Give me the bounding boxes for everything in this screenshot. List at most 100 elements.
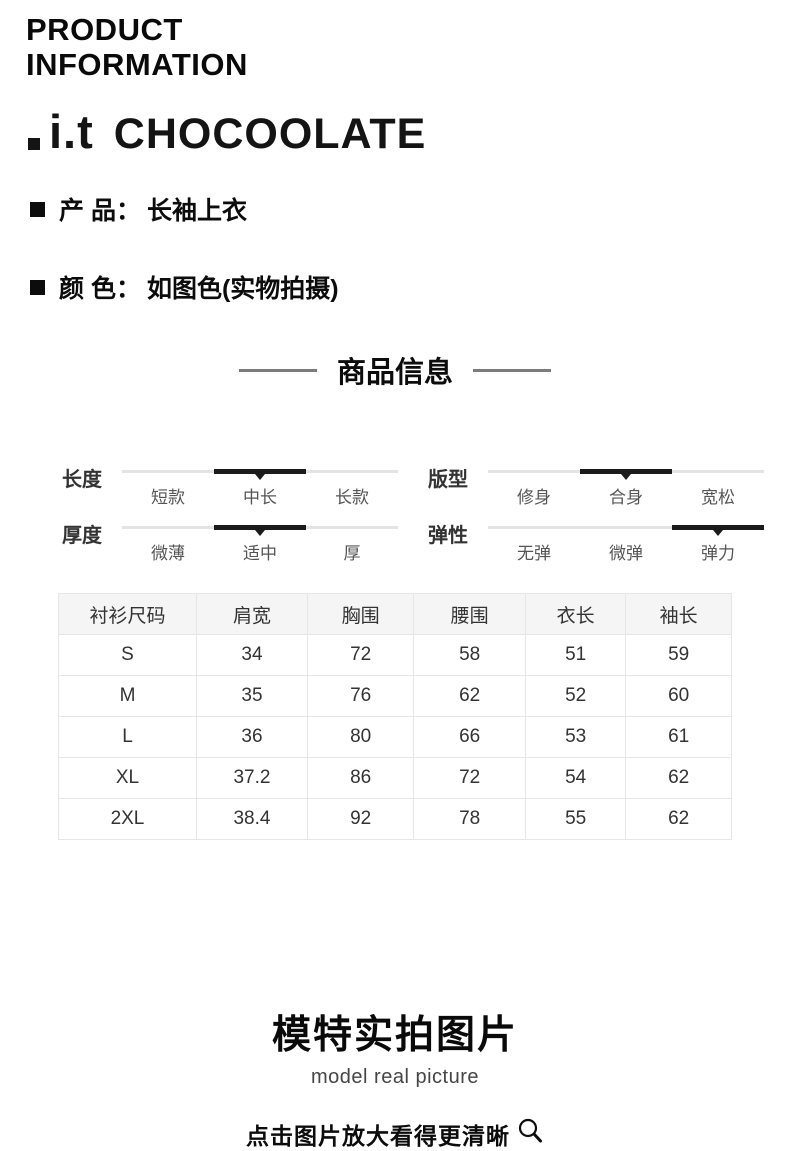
size-cell: 53 xyxy=(525,716,627,758)
slider-body: 无弹 微弹 弹力 xyxy=(488,517,764,567)
slider-selected-marker xyxy=(213,525,306,536)
footer-section: 模特实拍图片 model real picture 点击图片放大看得更清晰 xyxy=(0,1004,790,1151)
footer-hint: 点击图片放大看得更清晰 xyxy=(0,1117,790,1151)
footer-title: 模特实拍图片 xyxy=(271,1014,518,1057)
size-cell: 38.4 xyxy=(195,798,308,840)
table-row: 2XL 38.4 92 78 55 62 xyxy=(58,798,732,840)
product-attributes: 产 品： 长袖上衣 颜 色： 如图色(实物拍摄) xyxy=(30,191,790,305)
size-cell: 52 xyxy=(525,675,627,717)
section-title: 商品信息 xyxy=(336,357,453,389)
slider-track xyxy=(122,469,398,480)
size-cell: 76 xyxy=(306,675,415,717)
size-cell: 86 xyxy=(306,757,415,799)
section-header: 商品信息 xyxy=(0,349,790,391)
table-row: S 34 72 58 51 59 xyxy=(58,634,732,676)
size-table-header: 腰围 xyxy=(413,593,527,635)
attr-value: 如图色(实物拍摄) xyxy=(146,275,339,303)
size-cell: 61 xyxy=(625,716,732,758)
page-title-line1: PRODUCT xyxy=(26,12,183,47)
size-table-header: 胸围 xyxy=(306,593,415,635)
attr-label: 产 品： xyxy=(59,197,141,225)
size-table: 衬衫尺码 肩宽 胸围 腰围 衣长 袖长 S 34 72 58 51 59 M 3… xyxy=(58,593,732,840)
slider-options: 修身 合身 宽松 xyxy=(488,483,764,508)
attribute-sliders: 长度 短款 中长 长款 版型 修身 合身 宽松 厚度 xyxy=(62,461,764,567)
size-cell: 80 xyxy=(306,716,415,758)
footer-subtitle: model real picture xyxy=(311,1066,479,1088)
slider-option: 修身 xyxy=(517,488,551,507)
size-cell: 35 xyxy=(195,675,308,717)
slider-thickness: 厚度 微薄 适中 厚 xyxy=(62,517,398,567)
slider-selected-marker xyxy=(213,469,306,480)
page-title-line2: INFORMATION xyxy=(26,47,248,82)
slider-elasticity: 弹性 无弹 微弹 弹力 xyxy=(428,517,764,567)
size-cell: 72 xyxy=(306,634,415,676)
slider-option: 短款 xyxy=(151,488,185,507)
size-cell: 78 xyxy=(413,798,527,840)
slider-body: 微薄 适中 厚 xyxy=(122,517,398,567)
magnifier-icon xyxy=(518,1118,542,1143)
footer-hint-text: 点击图片放大看得更清晰 xyxy=(246,1123,510,1149)
slider-options: 无弹 微弹 弹力 xyxy=(488,539,764,564)
slider-option: 无弹 xyxy=(517,544,551,563)
size-cell: 54 xyxy=(525,757,627,799)
slider-label: 长度 xyxy=(62,469,102,491)
slider-options: 短款 中长 长款 xyxy=(122,483,398,508)
slider-option: 微薄 xyxy=(151,544,185,563)
size-table-header: 衬衫尺码 xyxy=(58,593,197,635)
brand-name: CHOCOOLATE xyxy=(113,110,427,158)
slider-option: 长款 xyxy=(335,488,369,507)
size-cell: M xyxy=(58,675,197,717)
size-table-header: 肩宽 xyxy=(195,593,308,635)
size-cell: 66 xyxy=(413,716,527,758)
size-table-header: 衣长 xyxy=(525,593,627,635)
size-table-header: 袖长 xyxy=(625,593,732,635)
slider-track xyxy=(122,525,398,536)
slider-length: 长度 短款 中长 长款 xyxy=(62,461,398,511)
slider-fit: 版型 修身 合身 宽松 xyxy=(428,461,764,511)
page-title: PRODUCT INFORMATION xyxy=(26,12,790,82)
size-cell: 62 xyxy=(413,675,527,717)
slider-option: 弹力 xyxy=(701,544,735,563)
size-cell: 72 xyxy=(413,757,527,799)
size-cell: 62 xyxy=(625,798,732,840)
size-cell: 60 xyxy=(625,675,732,717)
bullet-square-icon xyxy=(30,279,45,295)
slider-body: 短款 中长 长款 xyxy=(122,461,398,511)
size-cell: 34 xyxy=(195,634,308,676)
table-row: XL 37.2 86 72 54 62 xyxy=(58,757,732,799)
section-divider-right xyxy=(473,368,551,372)
table-row: L 36 80 66 53 61 xyxy=(58,716,732,758)
attr-label: 颜 色： xyxy=(59,275,141,303)
slider-option: 中长 xyxy=(243,488,277,507)
slider-body: 修身 合身 宽松 xyxy=(488,461,764,511)
product-attr-line: 产 品： 长袖上衣 xyxy=(30,191,790,227)
slider-option: 微弹 xyxy=(609,544,643,563)
slider-option: 厚 xyxy=(343,544,361,563)
size-cell: 55 xyxy=(525,798,627,840)
slider-track xyxy=(488,525,764,536)
slider-option: 宽松 xyxy=(701,488,735,507)
size-table-header-row: 衬衫尺码 肩宽 胸围 腰围 衣长 袖长 xyxy=(58,593,732,635)
size-cell: XL xyxy=(58,757,197,799)
brand-logo: i.t CHOCOOLATE xyxy=(28,104,790,159)
slider-track xyxy=(488,469,764,480)
size-cell: 92 xyxy=(306,798,415,840)
size-cell: 59 xyxy=(625,634,732,676)
slider-option: 合身 xyxy=(609,488,643,507)
slider-option: 适中 xyxy=(243,544,277,563)
product-attr-line: 颜 色： 如图色(实物拍摄) xyxy=(30,269,790,305)
size-cell: S xyxy=(58,634,197,676)
size-cell: 36 xyxy=(195,716,308,758)
size-cell: 58 xyxy=(413,634,527,676)
brand-square-icon xyxy=(28,138,40,150)
size-cell: L xyxy=(58,716,197,758)
slider-label: 版型 xyxy=(428,469,468,491)
section-divider-left xyxy=(238,368,317,372)
attr-value: 长袖上衣 xyxy=(146,197,247,225)
bullet-square-icon xyxy=(30,201,45,217)
size-cell: 37.2 xyxy=(195,757,308,799)
slider-label: 厚度 xyxy=(62,525,102,547)
size-cell: 2XL xyxy=(58,798,197,840)
slider-selected-marker xyxy=(579,469,672,480)
slider-options: 微薄 适中 厚 xyxy=(122,539,398,564)
